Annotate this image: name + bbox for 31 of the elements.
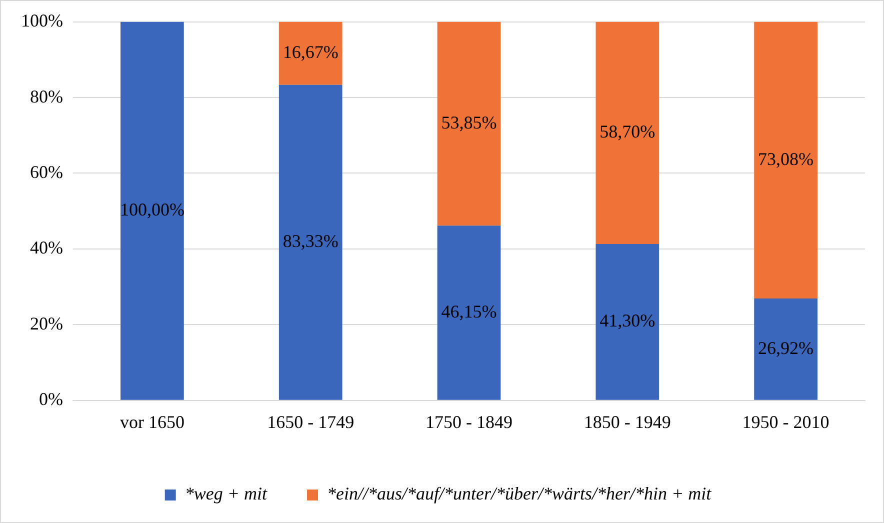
bar — [278, 84, 342, 400]
data-label: 46,15% — [441, 302, 497, 322]
bar — [596, 22, 660, 244]
data-label: 26,92% — [758, 338, 814, 358]
data-label: 53,85% — [441, 112, 497, 132]
x-tick-label: 1650 - 1749 — [267, 412, 354, 432]
x-tick-label: vor 1650 — [120, 412, 184, 432]
data-label: 83,33% — [282, 231, 338, 252]
legend-label: *weg + mit — [184, 484, 268, 504]
legend-label: *ein//*aus/*auf/*unter/*über/*wärts/*her/*hin + mit — [326, 484, 712, 504]
data-label: 58,70% — [600, 122, 656, 142]
bar — [754, 298, 818, 400]
y-tick-label: 0% — [38, 389, 63, 410]
bar — [754, 22, 818, 298]
bar — [120, 22, 184, 400]
data-label: 73,08% — [758, 148, 814, 169]
bar — [437, 22, 501, 226]
data-label: 100,00% — [120, 200, 184, 220]
data-label: 16,67% — [282, 42, 338, 62]
x-tick-label: 1750 - 1849 — [425, 412, 512, 432]
bar — [437, 226, 501, 400]
y-tick-label: 40% — [30, 238, 63, 258]
y-tick-label: 60% — [30, 162, 63, 182]
data-label: 41,30% — [600, 310, 656, 331]
bar — [596, 244, 660, 400]
y-tick-label: 100% — [20, 10, 63, 31]
y-tick-label: 80% — [30, 86, 63, 106]
y-tick-label: 20% — [30, 313, 63, 334]
x-tick-label: 1950 - 2010 — [742, 412, 830, 432]
x-tick-label: 1850 - 1949 — [584, 412, 671, 432]
bar — [278, 22, 342, 85]
